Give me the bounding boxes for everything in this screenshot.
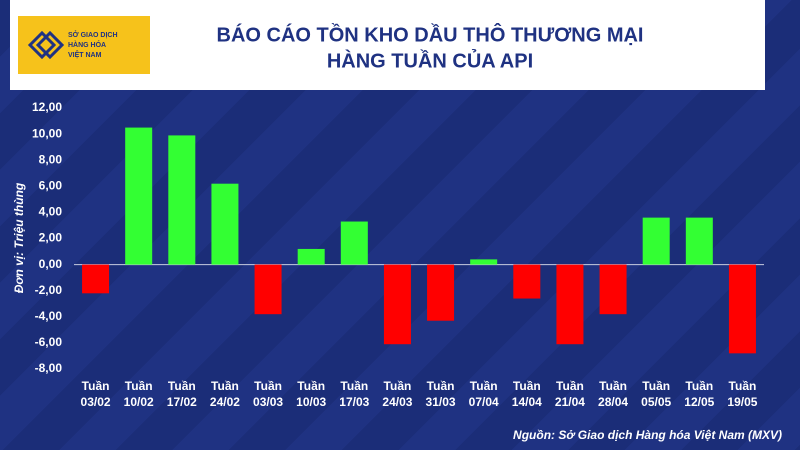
y-tick-label: 10,00 [32, 126, 62, 140]
bar [211, 183, 239, 265]
bar [642, 217, 670, 265]
x-tick-label: Tuần 14/04 [511, 379, 542, 409]
logo-icon [27, 30, 65, 60]
x-tick-label: Tuần 17/02 [166, 379, 197, 409]
x-tick-label: Tuần 10/03 [296, 379, 327, 409]
x-tick-label: Tuần 24/03 [382, 379, 413, 409]
bar [728, 264, 756, 354]
bar [297, 248, 325, 265]
y-tick-label: -2,00 [35, 283, 63, 297]
bar [254, 264, 282, 315]
x-tick-label: Tuần 24/02 [209, 379, 240, 409]
y-tick-label: 0,00 [39, 257, 63, 271]
y-tick-label: -8,00 [35, 361, 63, 375]
x-tick-label: Tuần 03/03 [253, 379, 284, 409]
bar [383, 264, 411, 345]
x-tick-label: Tuần 07/04 [468, 379, 499, 409]
x-tick-label: Tuần 28/04 [598, 379, 629, 409]
bar [599, 264, 627, 315]
bar [427, 264, 455, 321]
source: Nguồn: Sở Giao dịch Hàng hóa Việt Nam (M… [513, 428, 782, 442]
x-tick-label: Tuần 10/02 [123, 379, 154, 409]
y-tick-label: 2,00 [39, 231, 63, 245]
x-tick-label: Tuần 05/05 [641, 379, 672, 409]
bar [513, 264, 541, 299]
y-tick-label: -6,00 [35, 335, 63, 349]
logo-text: HÀNG HÓA [68, 40, 106, 49]
x-tick-label: Tuần 17/03 [339, 379, 370, 409]
y-tick-label: 4,00 [39, 205, 63, 219]
bar [125, 127, 153, 265]
bar [340, 221, 368, 265]
bar [685, 217, 713, 265]
y-tick-label: 12,00 [32, 100, 62, 114]
bar [82, 264, 110, 294]
logo-text: VIỆT NAM [68, 50, 102, 59]
x-tick-label: Tuần 03/02 [80, 379, 111, 409]
bar [168, 135, 196, 265]
x-tick-label: Tuần 12/05 [684, 379, 715, 409]
y-tick-label: -4,00 [35, 309, 63, 323]
x-tick-label: Tuần 19/05 [727, 379, 758, 409]
y-axis-label: Đơn vị: Triệu thùng [12, 182, 26, 293]
x-tick-label: Tuần 21/04 [554, 379, 585, 409]
chart-title: HÀNG TUẦN CỦA API [327, 48, 533, 72]
bar [470, 259, 498, 265]
y-tick-label: 6,00 [39, 178, 63, 192]
x-tick-label: Tuần 31/03 [425, 379, 456, 409]
y-tick-label: 8,00 [39, 152, 63, 166]
logo-text: SỞ GIAO DỊCH [68, 30, 118, 39]
chart-title: BÁO CÁO TỒN KHO DẦU THÔ THƯƠNG MẠI [217, 22, 644, 46]
bar [556, 264, 584, 345]
